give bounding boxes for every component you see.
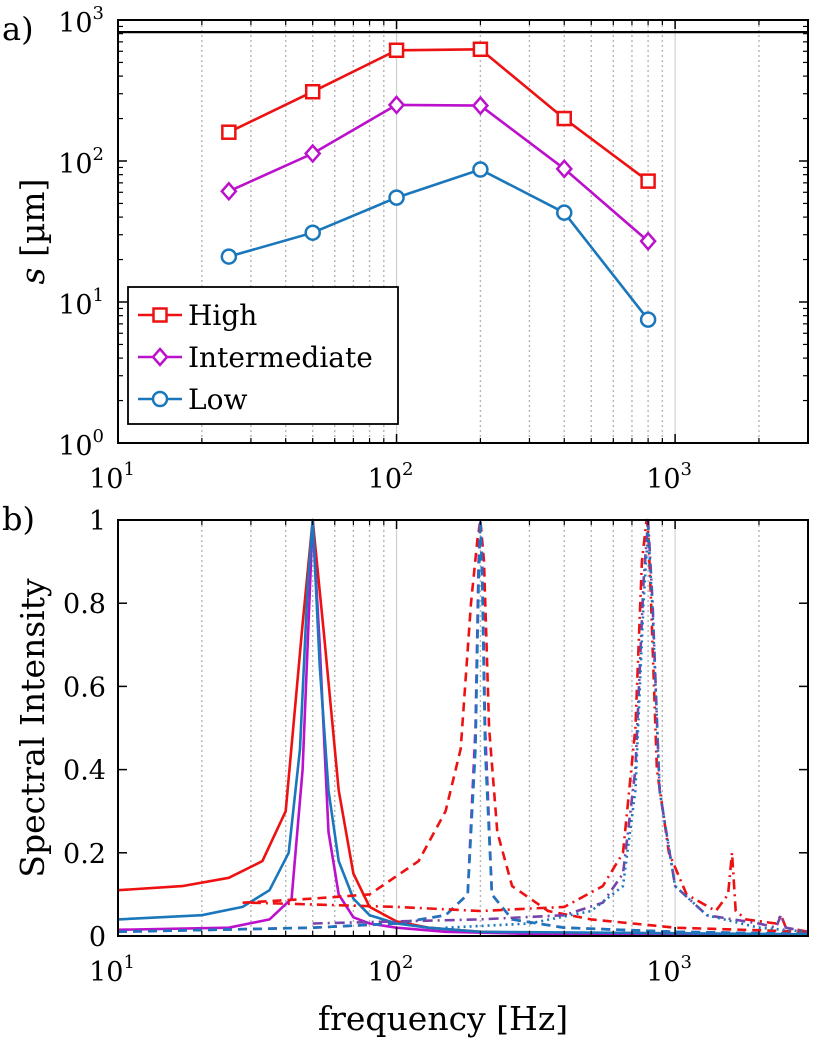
legend-label-low: Low bbox=[188, 383, 247, 416]
panel-a-y-tick-label: 103 bbox=[58, 3, 104, 39]
panel-a-point-high bbox=[388, 42, 405, 59]
panel-label-a: a) bbox=[2, 10, 34, 48]
panel-b-series-red-dashed bbox=[242, 518, 809, 934]
panel-a-axes-frame bbox=[117, 19, 809, 444]
panel-b-y-tick-label: 0.4 bbox=[63, 756, 106, 787]
panel-a-y-symbol: s bbox=[13, 268, 52, 285]
panel-a-point-low bbox=[472, 161, 489, 178]
panel-b-y-axis-label: Spectral Intensity bbox=[13, 578, 52, 878]
panel-a-point-intermediate bbox=[387, 94, 406, 115]
panel-b-series-blue-dotted bbox=[445, 526, 809, 934]
panel-a-x-tick-label: 101 bbox=[89, 459, 135, 495]
panel-b-series-magenta-dashed bbox=[117, 518, 809, 936]
panel-b-grid bbox=[201, 520, 760, 936]
panel-b-x-axis-label: frequency [Hz] bbox=[318, 999, 568, 1038]
panel-b-x-tick-label: 102 bbox=[368, 952, 414, 988]
panel-a-y-tick-label: 102 bbox=[58, 144, 104, 180]
panel-a-point-intermediate bbox=[555, 158, 573, 179]
panel-a-series-line-high bbox=[228, 47, 649, 183]
panel-b-series-purple-dashdot bbox=[312, 518, 809, 934]
panel-b-x-tick-label: 101 bbox=[89, 952, 135, 988]
legend-marker-low bbox=[151, 390, 169, 408]
panel-b-series-magenta-solid bbox=[117, 518, 809, 937]
panel-a-point-high bbox=[304, 83, 321, 100]
panel-a-y-tick-label: 100 bbox=[58, 426, 104, 462]
panel-a-x-tick-label: 102 bbox=[368, 459, 414, 495]
panel-b-x-tick-label: 103 bbox=[646, 952, 692, 988]
panel-a-x-tick-label: 103 bbox=[646, 459, 692, 495]
panel-a-point-high bbox=[556, 110, 573, 127]
panel-a-point-low bbox=[304, 224, 321, 241]
panel-b-series-red-solid bbox=[117, 518, 809, 937]
panel-a-point-intermediate bbox=[220, 181, 238, 202]
panel-a-point-low bbox=[556, 204, 573, 221]
panel-a-legend: High Intermediate Low bbox=[127, 286, 399, 425]
panel-a-series-line-low bbox=[228, 168, 650, 321]
panel-a-point-high bbox=[472, 41, 489, 58]
panel-b-y-tick-label: 0.2 bbox=[63, 839, 106, 870]
panel-b-y-tick-label: 1 bbox=[89, 506, 106, 537]
panel-b-y-tick-label: 0.8 bbox=[63, 589, 106, 620]
panel-b-y-tick-label: 0 bbox=[89, 922, 106, 953]
panel-b-series-blue-solid bbox=[117, 518, 809, 936]
panel-a-point-low bbox=[639, 311, 657, 328]
panel-a-point-intermediate bbox=[471, 95, 490, 116]
panel-b-y-tick-label: 0.6 bbox=[63, 672, 106, 703]
legend-box bbox=[127, 286, 399, 425]
legend-label-intermediate: Intermediate bbox=[188, 341, 373, 374]
panel-b-series-blue-dashed bbox=[117, 518, 809, 936]
legend-label-high: High bbox=[188, 299, 257, 332]
panel-a-y-unit: [µm] bbox=[13, 179, 52, 268]
panel-a-point-high bbox=[640, 173, 656, 189]
panel-b-ticks: 101 102 103 0 0.2 0.4 0.6 0.8 1 bbox=[63, 506, 809, 988]
panel-b-series bbox=[117, 518, 809, 937]
legend-marker-intermediate bbox=[151, 347, 169, 367]
legend-marker-high bbox=[152, 307, 168, 323]
panel-b-axes-frame bbox=[117, 519, 809, 937]
panel-a-point-low bbox=[388, 189, 405, 206]
panel-a-series-line-intermediate bbox=[228, 103, 649, 243]
panel-a-point-intermediate bbox=[304, 143, 322, 164]
panel-a-y-axis-label: s [µm] bbox=[13, 179, 52, 285]
panel-a-point-intermediate bbox=[639, 231, 657, 252]
panel-a-point-low bbox=[220, 248, 238, 265]
panel-label-b: b) bbox=[2, 500, 35, 538]
panel-a-y-tick-label: 101 bbox=[58, 285, 104, 321]
panel-a-series bbox=[118, 31, 808, 328]
panel-b-chart: 101 102 103 0 0.2 0.4 0.6 0.8 1 Spectral Intensi… bbox=[13, 506, 809, 1038]
panel-a-point-high bbox=[221, 124, 237, 140]
